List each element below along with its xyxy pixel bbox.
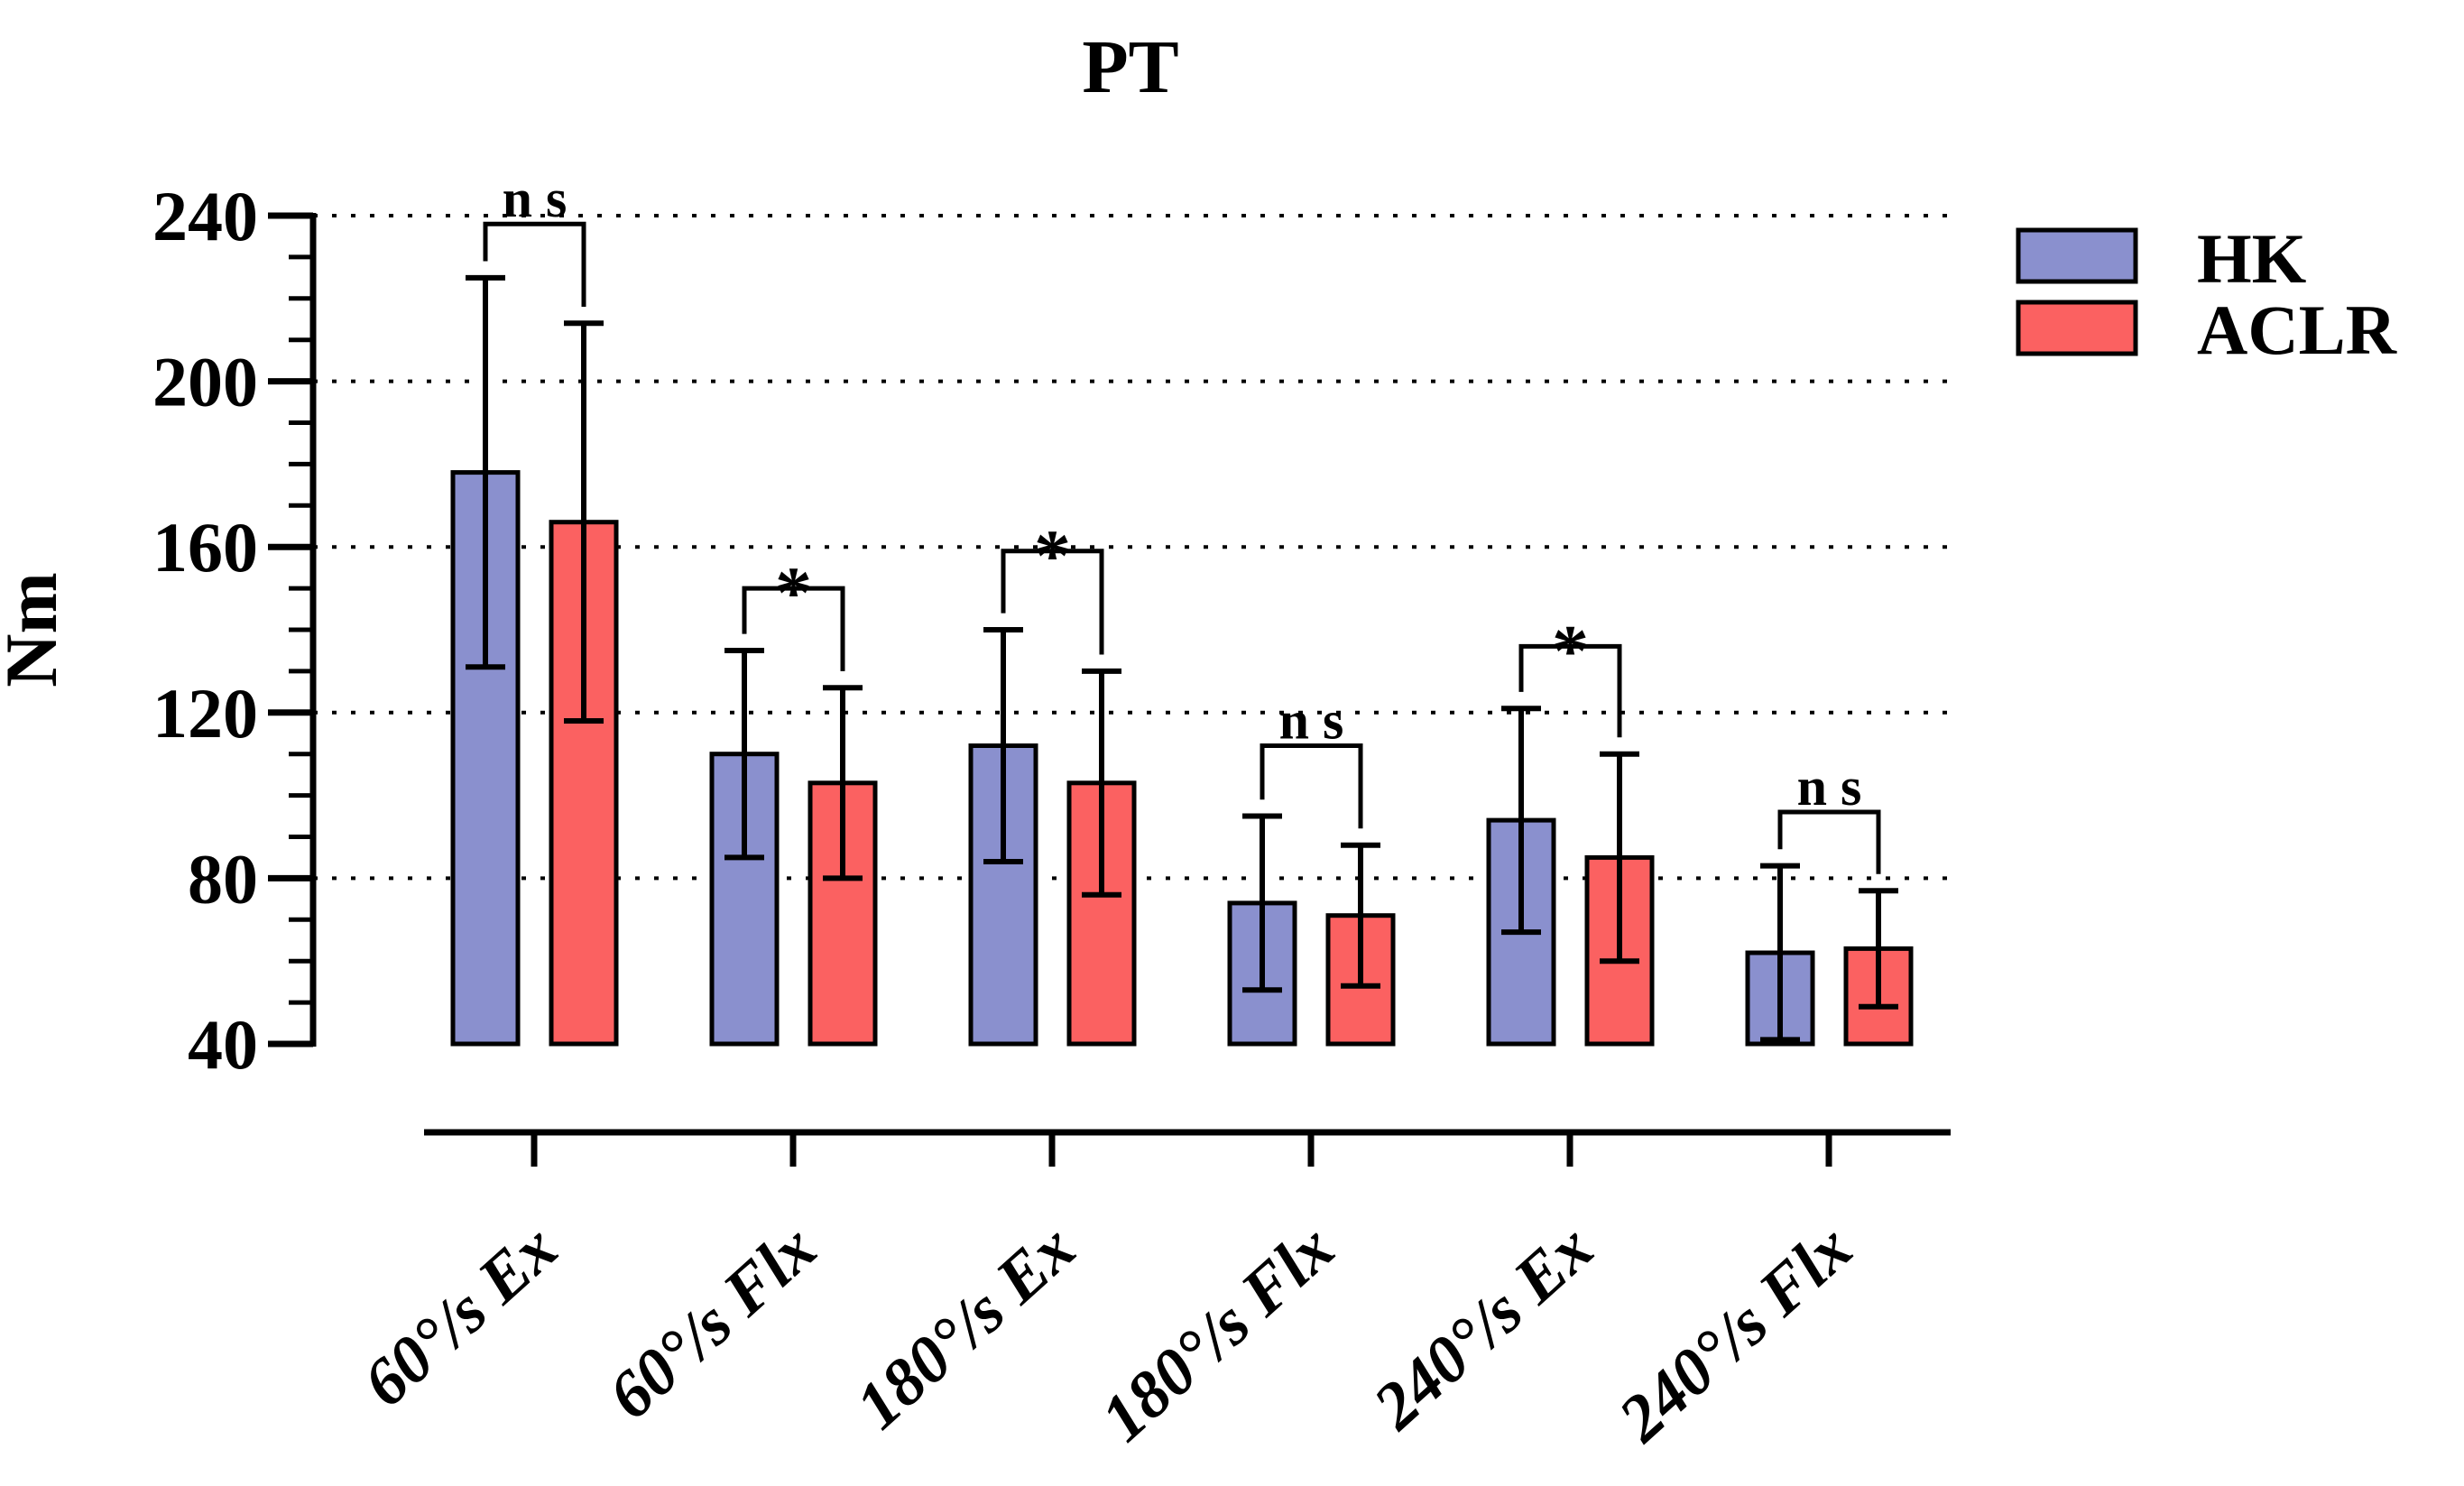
y-tick-label: 200 [152, 343, 258, 421]
legend-label-HK: HK [2197, 219, 2307, 298]
significance-bracket-0 [483, 221, 586, 307]
x-category-label: 180°/s Ex [842, 1211, 1089, 1444]
significance-label-1: * [775, 551, 812, 633]
y-tick-label: 80 [188, 839, 258, 918]
x-category-label: 60°/s Ex [349, 1211, 571, 1421]
x-category-label: 180°/s Flx [1087, 1211, 1348, 1456]
x-category-label: 60°/s Flx [595, 1211, 831, 1434]
x-category-label: 240°/s Flx [1604, 1211, 1866, 1457]
significance-label-4: * [1552, 609, 1589, 691]
y-tick-label: 40 [188, 1005, 258, 1084]
y-tick-label: 240 [152, 177, 258, 255]
legend-label-ACLR: ACLR [2197, 291, 2398, 369]
significance-bracket-4 [1518, 643, 1622, 738]
significance-label-5: n s [1797, 757, 1862, 817]
chart-title: PT [1082, 25, 1178, 109]
y-tick-label: 120 [152, 674, 258, 752]
legend-swatch-ACLR [2016, 300, 2138, 356]
significance-bracket-5 [1777, 809, 1881, 874]
x-category-label: 240°/s Ex [1360, 1211, 1608, 1444]
y-axis-title: Nm [0, 572, 72, 688]
significance-bracket-3 [1260, 743, 1363, 829]
bar-ACLR-5 [1843, 946, 1914, 1047]
significance-label-3: n s [1279, 691, 1344, 751]
legend-swatch-HK [2016, 227, 2138, 284]
significance-bracket-2 [1001, 549, 1104, 655]
y-tick-label: 160 [152, 508, 258, 586]
significance-label-0: n s [503, 169, 568, 228]
significance-bracket-1 [742, 586, 845, 671]
significance-label-2: * [1034, 514, 1071, 596]
